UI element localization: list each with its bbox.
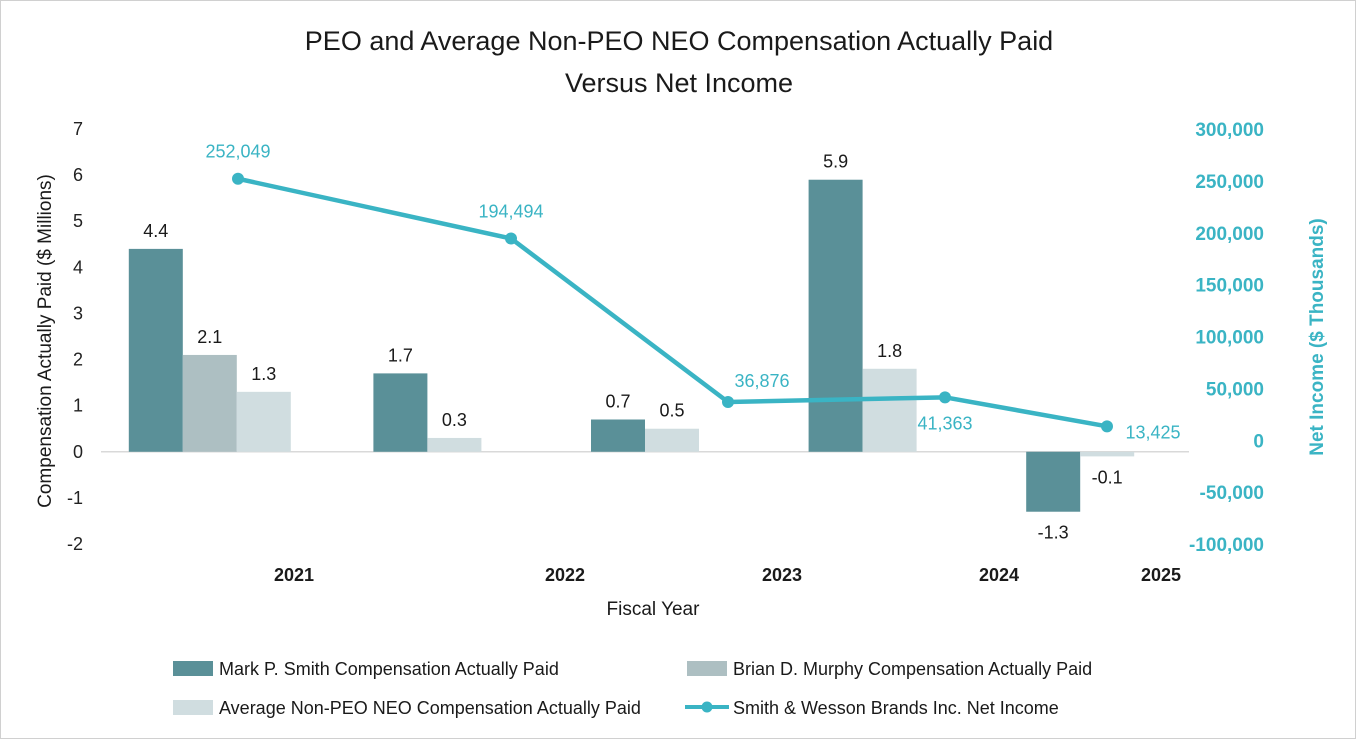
category-label-2025: 2025 xyxy=(1141,565,1181,585)
right-tick-label: 300,000 xyxy=(1195,120,1264,141)
bar-data-label: 1.7 xyxy=(388,345,413,365)
bar-2024-series-3 xyxy=(862,368,917,452)
bar-data-label: 0.5 xyxy=(659,401,684,421)
bars xyxy=(128,179,1135,512)
y-axis-title-left: Compensation Actually Paid ($ Millions) xyxy=(35,174,56,508)
bar-2023-series-3 xyxy=(645,428,699,452)
legend-swatch-3 xyxy=(173,700,213,715)
left-tick-label: 3 xyxy=(73,303,83,323)
chart-title-line-1: PEO and Average Non-PEO NEO Compensation… xyxy=(305,26,1053,56)
bar-data-label: 5.9 xyxy=(823,152,848,172)
net-income-point-2025 xyxy=(1101,420,1113,433)
bar-data-label: 0.3 xyxy=(442,410,467,430)
left-tick-label: 0 xyxy=(73,442,83,462)
right-axis-ticks: -100,000 -50,000 0 50,000 100,000 150,000 200,… xyxy=(1189,120,1264,556)
category-label-2023: 2023 xyxy=(762,565,802,585)
net-income-data-label: 252,049 xyxy=(205,142,270,162)
right-tick-label: 100,000 xyxy=(1195,328,1264,349)
bar-data-label: 1.3 xyxy=(251,364,276,384)
bar-data-label: 2.1 xyxy=(197,327,222,347)
net-income-line xyxy=(237,176,1108,429)
net-income-data-label: 36,876 xyxy=(734,371,789,391)
left-tick-label: 1 xyxy=(73,396,83,416)
right-tick-label: 250,000 xyxy=(1195,172,1264,193)
legend: Mark P. Smith Compensation Actually Paid… xyxy=(173,659,1092,718)
chart-title-line-2: Versus Net Income xyxy=(565,68,793,98)
bar-2025-series-1 xyxy=(1026,451,1081,512)
right-tick-label: 0 xyxy=(1253,431,1264,452)
right-tick-label: -50,000 xyxy=(1200,483,1264,504)
legend-swatch-1 xyxy=(173,661,213,676)
bar-2022-series-3 xyxy=(427,437,482,452)
category-labels: 2021 2022 2023 2024 2025 xyxy=(274,565,1181,585)
bar-2022-series-1 xyxy=(373,373,428,452)
left-tick-label: 7 xyxy=(73,119,83,139)
legend-label-4: Smith & Wesson Brands Inc. Net Income xyxy=(733,698,1059,718)
bar-2021-series-1 xyxy=(128,248,183,452)
legend-label-2: Brian D. Murphy Compensation Actually Pa… xyxy=(733,659,1092,679)
right-tick-label: 150,000 xyxy=(1195,276,1264,297)
legend-marker xyxy=(701,701,713,713)
net-income-data-label: 41,363 xyxy=(917,413,972,433)
category-label-2022: 2022 xyxy=(545,565,585,585)
net-income-line-series xyxy=(232,172,1113,433)
bar-2025-series-3 xyxy=(1080,451,1135,457)
net-income-data-label: 13,425 xyxy=(1125,422,1180,442)
bar-data-label: 1.8 xyxy=(877,341,902,361)
left-axis-ticks: -2 -1 0 1 2 3 4 5 6 7 xyxy=(67,119,83,554)
bar-2024-series-1 xyxy=(808,179,863,452)
bar-2021-series-2 xyxy=(182,354,237,452)
net-income-data-label: 194,494 xyxy=(478,201,543,221)
bar-2023-series-1 xyxy=(591,419,645,452)
left-tick-label: 2 xyxy=(73,350,83,370)
net-income-point-2024 xyxy=(939,391,951,404)
left-tick-label: 5 xyxy=(73,211,83,231)
category-label-2021: 2021 xyxy=(274,565,314,585)
bar-2021-series-3 xyxy=(236,391,291,452)
bar-data-label: 0.7 xyxy=(605,392,630,412)
legend-label-1: Mark P. Smith Compensation Actually Paid xyxy=(219,659,559,679)
left-tick-label: -1 xyxy=(67,488,83,508)
legend-swatch-2 xyxy=(687,661,727,676)
right-tick-label: 200,000 xyxy=(1195,224,1264,245)
category-label-2024: 2024 xyxy=(979,565,1019,585)
net-income-point-2023 xyxy=(722,395,734,408)
left-tick-label: -2 xyxy=(67,534,83,554)
left-tick-label: 6 xyxy=(73,165,83,185)
legend-label-3: Average Non-PEO NEO Compensation Actuall… xyxy=(219,698,641,718)
net-income-point-2021 xyxy=(232,172,244,185)
bar-data-label: 4.4 xyxy=(143,221,168,241)
x-axis-title: Fiscal Year xyxy=(607,599,701,620)
y-axis-title-right: Net Income ($ Thousands) xyxy=(1307,218,1328,456)
data-labels: 4.4 2.1 1.3 1.7 0.3 0.7 0.5 5.9 1.8 -1.3 -0.1 252,0… xyxy=(143,142,1180,543)
left-tick-label: 4 xyxy=(73,257,83,277)
bar-data-label: -1.3 xyxy=(1038,523,1069,543)
bar-data-label: -0.1 xyxy=(1092,467,1123,487)
right-tick-label: -100,000 xyxy=(1189,535,1264,556)
net-income-point-2022 xyxy=(505,232,517,245)
right-tick-label: 50,000 xyxy=(1206,379,1264,400)
